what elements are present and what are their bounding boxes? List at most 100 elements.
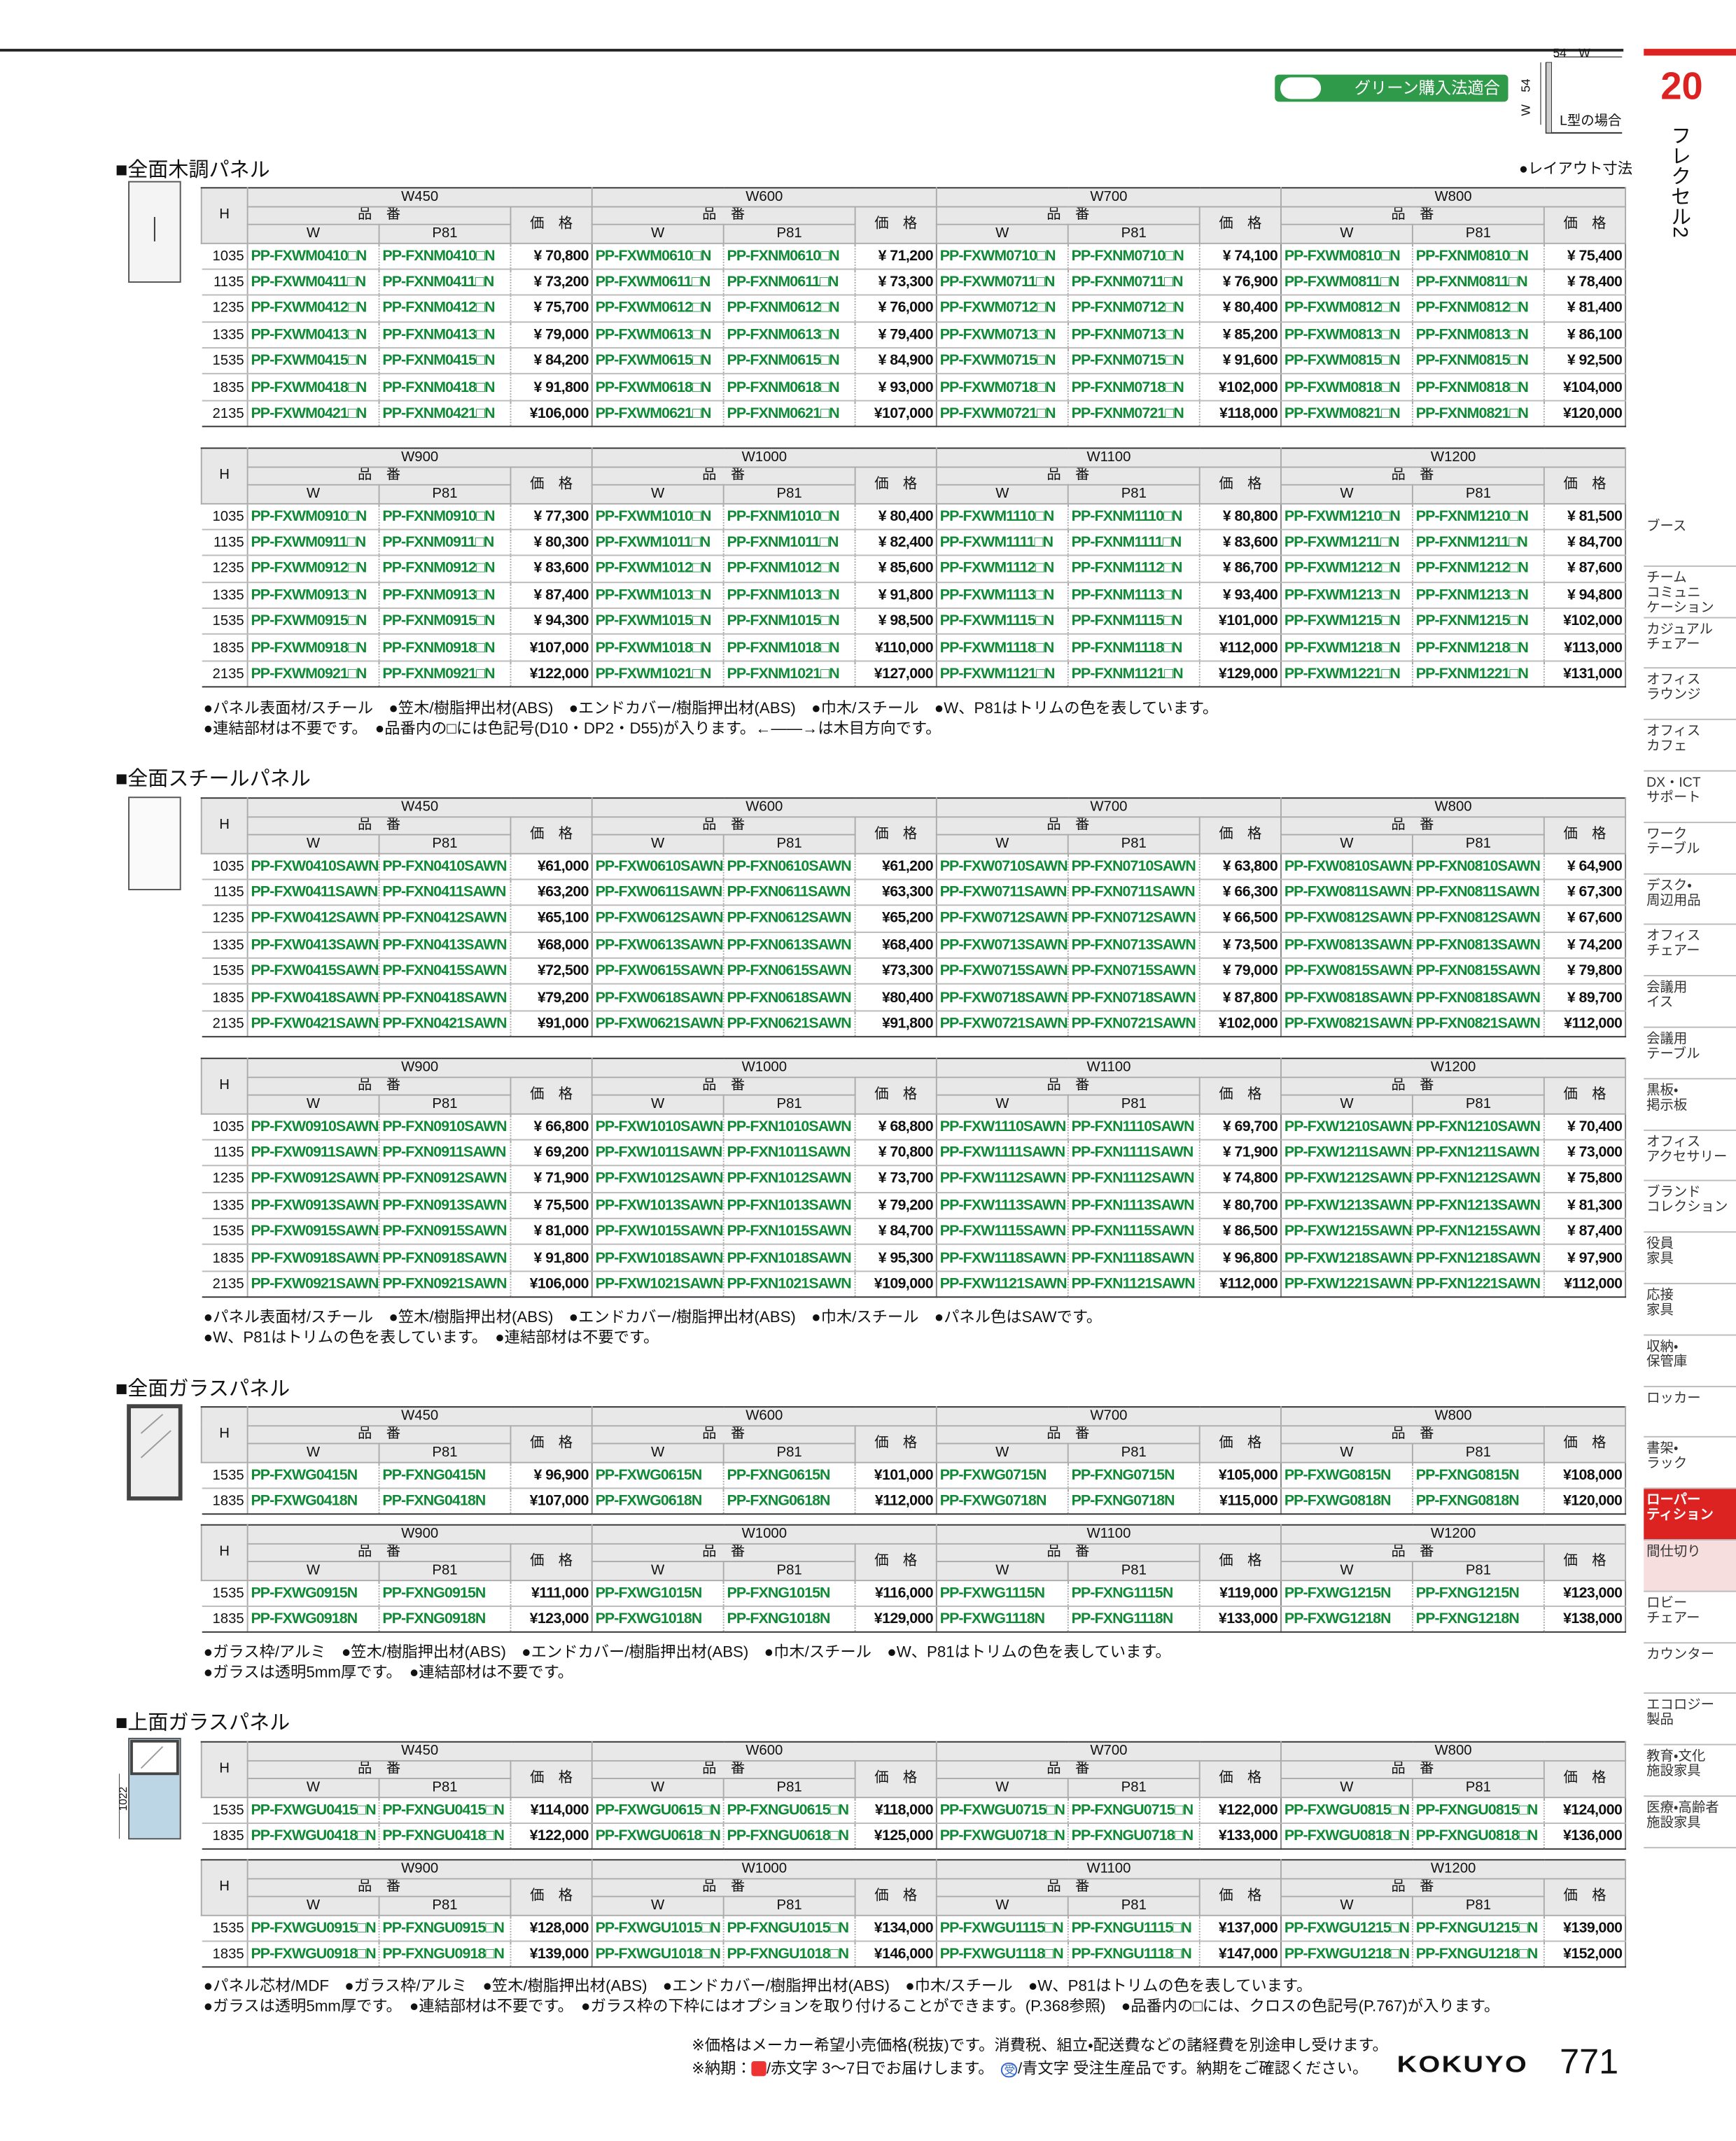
width-header: W700 [935, 1741, 1282, 1761]
upper-glass-icon [118, 1737, 181, 1840]
part-number-w: PP-FXWM1118□N [936, 634, 1069, 662]
p81-header: P81 [378, 223, 512, 244]
badge-text: グリーン購入法適合 [1354, 78, 1500, 98]
price-header: 価 格 [854, 465, 937, 504]
data-row: 1135 PP-FXWM0411□N PP-FXNM0411□N ¥ 73,200 PP… [201, 269, 1627, 296]
w-header: W [591, 484, 724, 504]
p81-header: P81 [378, 834, 512, 854]
header-row: W P81 W P81 W P81 W P81 [202, 223, 1625, 244]
part-number-p81: PP-FXNG1018N [723, 1606, 856, 1634]
height: 1335 [201, 321, 248, 349]
part-number-w: PP-FXWG1015N [592, 1580, 724, 1607]
data-row: 1235 PP-FXWM0412□N PP-FXNM0412□N ¥ 75,700 PP… [201, 295, 1627, 323]
price: ¥ 91,800 [510, 374, 593, 402]
part-number-p81: PP-FXN0612SAWN [723, 905, 856, 933]
price: ¥ 91,800 [510, 1244, 593, 1272]
price: ¥ 80,400 [855, 503, 937, 531]
brand: KOKUYO [1396, 2051, 1529, 2078]
price-header: 価 格 [510, 1877, 593, 1916]
part-header: 品 番 [1280, 1759, 1545, 1779]
part-number-w: PP-FXWM1018□N [592, 634, 724, 662]
part-number-p81: PP-FXNM1018□N [723, 634, 856, 662]
part-number-p81: PP-FXNM1012□N [723, 555, 856, 583]
data-row: 1035 PP-FXW0410SAWN PP-FXN0410SAWN ¥61,000 P… [201, 852, 1627, 880]
part-number-p81: PP-FXN0921SAWN [379, 1271, 512, 1298]
width-header: W1200 [1280, 447, 1627, 468]
p81-header: P81 [722, 1895, 856, 1916]
part-number-w: PP-FXWM1112□N [936, 555, 1069, 583]
price: ¥ 96,900 [510, 1461, 593, 1489]
data-row: 1235 PP-FXWM0912□N PP-FXNM0912□N ¥ 83,600 PP… [201, 555, 1627, 583]
p81-header: P81 [1067, 223, 1200, 244]
part-number-p81: PP-FXN0421SAWN [379, 1011, 512, 1038]
price-header: 価 格 [1198, 1759, 1282, 1798]
height: 1035 [201, 503, 248, 531]
part-number-w: PP-FXWGU1118□N [936, 1941, 1069, 1968]
height: 1835 [201, 984, 248, 1012]
height: 1235 [201, 555, 248, 583]
data-row: 1235 PP-FXW0912SAWN PP-FXN0912SAWN ¥ 71,900… [201, 1165, 1627, 1193]
height: 2135 [201, 661, 248, 688]
price: ¥ 66,500 [1199, 905, 1282, 933]
w-header: W [246, 223, 380, 244]
width-header: W450 [246, 187, 593, 207]
part-number-p81: PP-FXN0712SAWN [1068, 905, 1200, 933]
part-number-w: PP-FXW0615SAWN [592, 957, 724, 985]
price: ¥ 71,900 [510, 1165, 593, 1193]
price: ¥ 79,000 [510, 321, 593, 349]
p81-header: P81 [1411, 1094, 1545, 1114]
part-number-p81: PP-FXNM1210□N [1412, 503, 1545, 531]
h-header: H [200, 1524, 248, 1581]
width-header: W700 [935, 1406, 1282, 1426]
part-number-p81: PP-FXN1012SAWN [723, 1165, 856, 1193]
price-header: 価 格 [510, 1759, 593, 1798]
price: ¥102,000 [1199, 1011, 1282, 1038]
part-number-w: PP-FXWM0415□N [247, 348, 380, 375]
price: ¥68,400 [855, 932, 937, 959]
part-number-w: PP-FXWG0815N [1280, 1461, 1413, 1489]
p81-header: P81 [1067, 484, 1200, 504]
price-header: 価 格 [1198, 465, 1282, 504]
w-header: W [1280, 1561, 1413, 1581]
p81-header: P81 [1411, 223, 1545, 244]
top-rule [0, 48, 1624, 52]
width-header: W900 [246, 1859, 593, 1879]
part-number-p81: PP-FXN0715SAWN [1068, 957, 1200, 985]
part-number-p81: PP-FXNM1015□N [723, 608, 856, 636]
price-table: H W900 W1000 W1100 W1200 品 番価 格品 番価 格品 番価 格品 … [200, 447, 1627, 688]
part-number-w: PP-FXWG0715N [936, 1461, 1069, 1489]
part-number-p81: PP-FXN0621SAWN [723, 1011, 856, 1038]
part-number-p81: PP-FXN0818SAWN [1412, 984, 1545, 1012]
sidebar-item: 会議用 テーブル [1644, 1028, 1736, 1079]
part-number-p81: PP-FXN0810SAWN [1412, 852, 1545, 880]
part-header: 品 番 [246, 1076, 512, 1096]
part-number-p81: PP-FXN1218SAWN [1412, 1244, 1545, 1272]
p81-header: P81 [378, 1561, 512, 1581]
price-table: H W450 W600 W700 W800 品 番価 格品 番価 格品 番価 格品 番価 … [200, 797, 1627, 1038]
w-header: W [935, 1778, 1069, 1798]
price: ¥ 75,700 [510, 295, 593, 323]
price: ¥ 87,800 [1199, 984, 1282, 1012]
p81-header: P81 [378, 1895, 512, 1916]
part-number-p81: PP-FXNM1010□N [723, 503, 856, 531]
part-number-p81: PP-FXNM1110□N [1068, 503, 1200, 531]
price: ¥ 83,600 [510, 555, 593, 583]
footer-note: ※価格はメーカー希望小売価格(税抜)です。消費税、組立・配送費などの諸経費を別途… [692, 2038, 1388, 2055]
sidebar-item: カウンター [1644, 1643, 1736, 1694]
price-header: 価 格 [1198, 1424, 1282, 1463]
price-header: 価 格 [1543, 465, 1627, 504]
part-number-p81: PP-FXNM0818□N [1412, 374, 1545, 402]
part-number-w: PP-FXWGU0718□N [936, 1823, 1069, 1851]
header-row: W P81 W P81 W P81 W P81 [202, 1442, 1625, 1463]
p81-header: P81 [1411, 484, 1545, 504]
price-header: 価 格 [854, 205, 937, 244]
note: ●パネル表面材/スチール ●笠木/樹脂押出材(ABS) ●エンドカバー/樹脂押出… [203, 1310, 1102, 1326]
p81-header: P81 [722, 223, 856, 244]
part-number-w: PP-FXWM0711□N [936, 269, 1069, 296]
width-header: W450 [246, 1406, 593, 1426]
part-number-w: PP-FXWM1213□N [1281, 582, 1413, 610]
w-header: W [1280, 1778, 1413, 1798]
part-number-p81: PP-FXNM1213□N [1412, 582, 1545, 610]
price-header: 価 格 [1543, 815, 1627, 854]
price-header: 価 格 [1543, 1076, 1627, 1114]
